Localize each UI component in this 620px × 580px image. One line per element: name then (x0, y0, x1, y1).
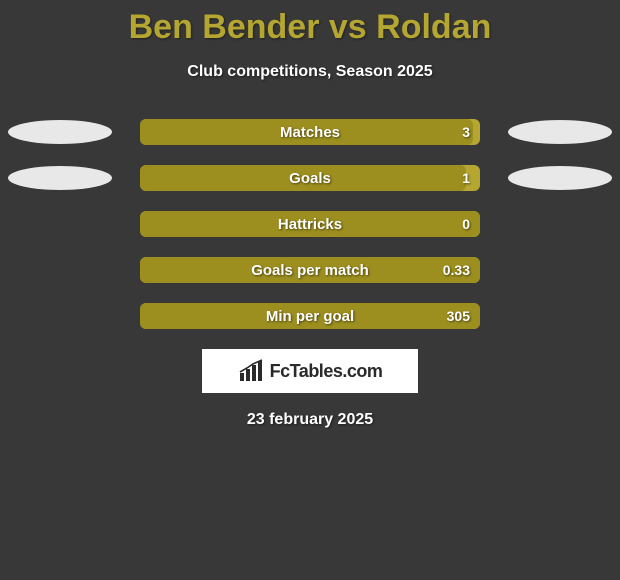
stat-row: Min per goal305 (0, 303, 620, 329)
page-subtitle: Club competitions, Season 2025 (0, 63, 620, 81)
stat-row: Goals per match0.33 (0, 257, 620, 283)
player-left-indicator (8, 166, 112, 190)
stat-bar-fill (140, 257, 480, 283)
brand-logo[interactable]: FcTables.com (202, 349, 418, 393)
stat-bar: Goals per match0.33 (140, 257, 480, 283)
stats-container: Matches3 Goals1 Hattricks0 Goals per match0… (0, 119, 620, 329)
stat-bar-fill (140, 303, 480, 329)
player-right-indicator (508, 120, 612, 144)
player-right-indicator (508, 166, 612, 190)
stat-row: Goals1 (0, 165, 620, 191)
stat-row: Hattricks0 (0, 211, 620, 237)
stat-bar: Goals1 (140, 165, 480, 191)
stat-bar: Min per goal305 (140, 303, 480, 329)
stat-bar-fill (140, 165, 466, 191)
stat-bar-fill (140, 211, 480, 237)
bar-chart-icon (238, 359, 266, 383)
stat-bar: Hattricks0 (140, 211, 480, 237)
stat-bar: Matches3 (140, 119, 480, 145)
player-left-indicator (8, 120, 112, 144)
page-title: Ben Bender vs Roldan (0, 0, 620, 47)
brand-text: FcTables.com (270, 361, 383, 382)
stat-bar-fill (140, 119, 473, 145)
stat-row: Matches3 (0, 119, 620, 145)
footer-date: 23 february 2025 (0, 411, 620, 429)
